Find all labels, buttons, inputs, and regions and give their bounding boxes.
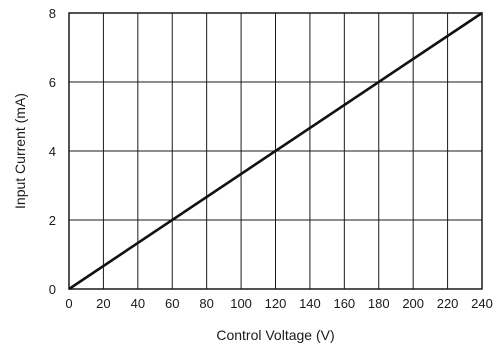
x-tick-label: 0: [65, 296, 72, 311]
y-tick-label: 4: [49, 144, 56, 159]
plot-area-frame: [68, 12, 483, 290]
x-tick-label: 240: [471, 296, 493, 311]
y-tick-label: 6: [49, 75, 56, 90]
x-tick-label: 100: [230, 296, 252, 311]
x-tick-label: 80: [199, 296, 213, 311]
y-tick-label: 8: [49, 6, 56, 21]
y-tick-label: 2: [49, 213, 56, 228]
x-tick-label: 140: [299, 296, 321, 311]
x-tick-label: 120: [265, 296, 287, 311]
x-tick-label: 40: [131, 296, 145, 311]
x-tick-label: 200: [402, 296, 424, 311]
x-tick-label: 180: [368, 296, 390, 311]
series-layer: [68, 11, 483, 291]
series-line: [68, 11, 483, 291]
y-axis-label: Input Current (mA): [12, 93, 28, 209]
x-tick-label: 220: [437, 296, 459, 311]
x-axis-ticks: 0 20 40 60 80 100 120 140 160 180 200 220 240: [65, 296, 492, 311]
x-axis-label: Control Voltage (V): [216, 327, 334, 343]
y-tick-label: 0: [49, 282, 56, 297]
x-tick-label: 20: [96, 296, 110, 311]
x-tick-label: 60: [165, 296, 179, 311]
y-axis-ticks: 0 2 4 6 8: [49, 6, 56, 297]
x-tick-label: 160: [333, 296, 355, 311]
